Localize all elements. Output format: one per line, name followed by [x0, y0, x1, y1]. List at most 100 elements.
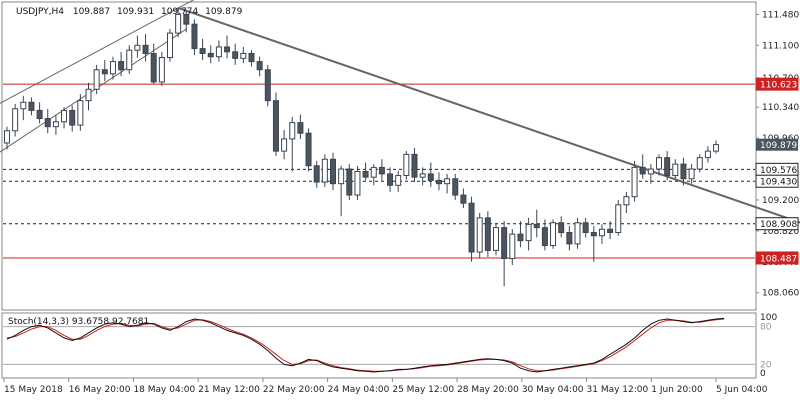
- candle: [256, 56, 263, 77]
- candle: [272, 92, 279, 156]
- candle: [36, 102, 43, 124]
- candle: [427, 162, 434, 187]
- candle: [44, 108, 51, 134]
- candle: [411, 147, 418, 183]
- candle: [101, 59, 108, 82]
- candle: [248, 50, 255, 67]
- header-close: 109.879: [205, 7, 242, 17]
- candle: [167, 29, 173, 62]
- candle: [126, 45, 133, 74]
- candle: [93, 64, 100, 95]
- candle: [281, 129, 288, 160]
- level-tag-label: 110.623: [760, 81, 797, 91]
- candle: [444, 173, 451, 194]
- candle: [574, 217, 581, 249]
- candle: [354, 165, 361, 200]
- time-tick-label: 22 May 20:00: [263, 385, 325, 395]
- candle: [52, 115, 59, 135]
- stoch-plot: 80 20 100 0: [3, 313, 777, 379]
- candle: [20, 95, 27, 121]
- candle: [672, 159, 679, 179]
- current-price-tag: 109.879: [756, 138, 798, 151]
- candle: [476, 212, 483, 259]
- price-tick-label: 110.340: [762, 103, 799, 113]
- down-trendline: [177, 6, 800, 224]
- price-tick-label: 108.060: [762, 289, 799, 299]
- candle: [558, 216, 565, 238]
- price-panel-frame: [1, 1, 757, 311]
- candle: [215, 40, 222, 62]
- stoch-level-label: 80: [760, 323, 772, 333]
- stoch-label: Stoch(14,3,3) 93.6758 92.7681: [8, 317, 149, 327]
- candle: [158, 51, 165, 87]
- candle: [370, 164, 377, 186]
- candle: [631, 160, 638, 202]
- stoch-bottom-tick: 0: [760, 369, 766, 379]
- candle: [28, 97, 35, 116]
- chart-header: USDJPY,H4 109.887 109.931 109.774 109.87…: [16, 7, 243, 17]
- candle: [387, 167, 394, 192]
- time-tick-label: 5 Jun 04:00: [716, 385, 768, 395]
- candle: [419, 167, 426, 186]
- time-tick-label: 24 May 04:00: [328, 385, 390, 395]
- candle: [224, 35, 231, 59]
- price-tick-label: 109.200: [762, 196, 799, 206]
- candle: [704, 146, 711, 163]
- candle: [395, 170, 402, 192]
- candle: [688, 164, 695, 184]
- candle: [615, 199, 622, 236]
- candle: [264, 64, 271, 107]
- candle: [378, 159, 385, 181]
- candle: [199, 38, 206, 60]
- candle: [338, 165, 345, 217]
- level-tag-0: 110.623: [755, 77, 799, 91]
- stoch-level-label: 20: [760, 360, 772, 370]
- price-tick-label: 111.100: [762, 41, 799, 51]
- candle: [517, 221, 524, 248]
- candle: [452, 173, 459, 200]
- level-tag-label: 108.487: [760, 254, 797, 264]
- candle: [664, 151, 671, 181]
- candle: [639, 154, 646, 179]
- candle: [403, 151, 410, 180]
- candle: [484, 211, 491, 257]
- time-tick-label: 31 May 12:00: [587, 385, 649, 395]
- candle: [493, 222, 499, 256]
- candle: [232, 43, 239, 65]
- header-open: 109.887: [73, 7, 110, 17]
- candle: [550, 219, 557, 249]
- header-symbol: USDJPY,H4: [16, 7, 64, 17]
- level-tag-label: 108.908: [760, 220, 797, 230]
- time-tick-label: 15 May 2018: [4, 385, 63, 395]
- header-high: 109.931: [117, 7, 154, 17]
- candle: [362, 162, 369, 181]
- stoch-top-tick: 100: [760, 313, 777, 323]
- header-low: 109.774: [161, 7, 198, 17]
- channel-line-0: [0, 0, 195, 104]
- candle: [607, 221, 614, 240]
- candle: [12, 103, 19, 137]
- candle: [191, 19, 198, 56]
- candle: [85, 82, 92, 111]
- candle: [321, 154, 328, 187]
- candle: [713, 140, 720, 154]
- candle: [4, 126, 10, 150]
- candle: [313, 160, 320, 188]
- candle: [598, 224, 605, 244]
- candle: [305, 128, 312, 172]
- candle: [134, 35, 141, 58]
- candle: [69, 105, 76, 132]
- candle: [696, 154, 703, 173]
- price-tick-label: 108.820: [762, 227, 799, 237]
- candle: [207, 45, 214, 64]
- candle: [109, 56, 116, 80]
- price-plot: [0, 0, 800, 287]
- candle: [541, 219, 548, 251]
- level-tag-4: 108.487: [755, 251, 799, 265]
- stoch-panel-frame: [1, 312, 757, 379]
- time-tick-label: 21 May 12:00: [198, 385, 260, 395]
- candle: [150, 43, 157, 85]
- time-tick-label: 28 May 20:00: [457, 385, 519, 395]
- time-axis: 15 May 2018 16 May 20:00 18 May 04:00 21 Ma…: [3, 378, 768, 395]
